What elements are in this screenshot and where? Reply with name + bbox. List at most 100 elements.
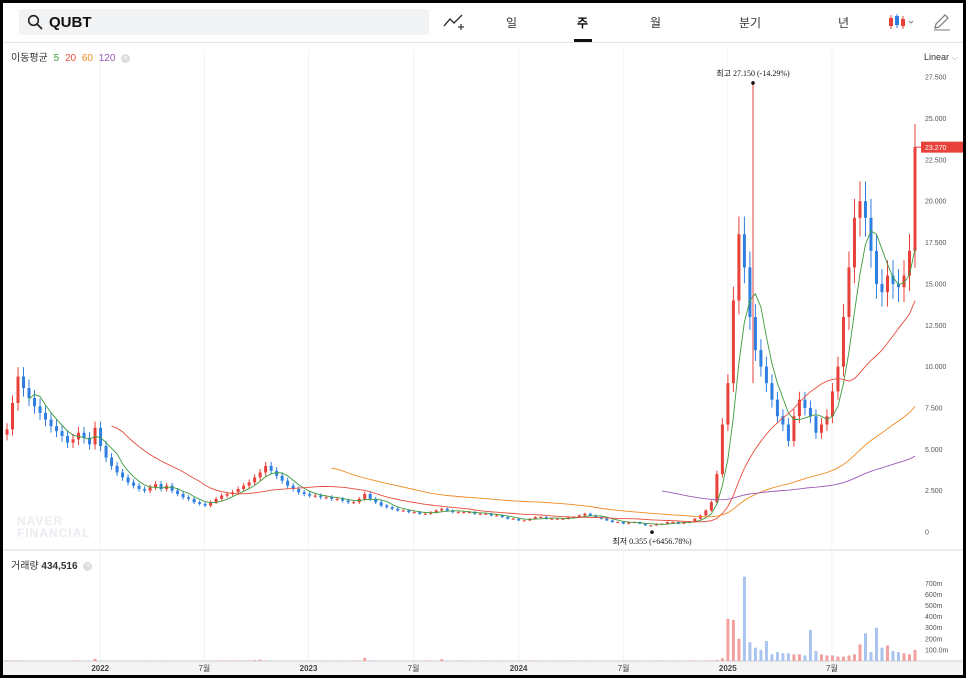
candle-body: [737, 234, 741, 301]
volume-tick-label: 500m: [925, 603, 943, 610]
volume-bar: [737, 638, 741, 661]
volume-bar: [99, 660, 103, 661]
volume-bar: [797, 654, 801, 661]
candle-body: [742, 234, 746, 268]
candle-body: [33, 398, 37, 407]
candle-body: [11, 403, 15, 430]
ma-5-line: [28, 230, 916, 525]
price-tick-label: 2.500: [925, 488, 943, 495]
candle-body: [368, 493, 372, 499]
volume-bar: [748, 642, 752, 661]
candle-body: [192, 498, 196, 503]
candle-body: [588, 513, 592, 516]
candle-body: [363, 493, 367, 499]
candlestick-type-icon[interactable]: [887, 13, 917, 31]
volume-bar: [363, 657, 367, 661]
candle-body: [819, 424, 823, 433]
volume-bar: [847, 655, 851, 661]
ma-label: 이동평균: [11, 53, 48, 64]
tab-yearly[interactable]: 년: [838, 16, 850, 30]
candle-body: [830, 391, 834, 417]
candle-body: [539, 517, 543, 519]
volume-bar: [913, 649, 917, 661]
candle-body: [720, 424, 724, 475]
volume-bar: [786, 653, 790, 661]
volume-bar: [891, 651, 895, 661]
candle-body: [467, 512, 471, 514]
volume-label: 거래량: [11, 561, 39, 572]
close-icon[interactable]: ×: [83, 562, 93, 571]
price-chart[interactable]: 0 2.500 5.000 7.500 10.000 12.500 15.000 17.500…: [3, 3, 963, 675]
candle-body: [203, 503, 207, 506]
volume-bar: [869, 652, 873, 661]
candle-body: [731, 300, 735, 384]
candle-body: [671, 522, 675, 524]
price-tick-label: 10.000: [925, 364, 947, 371]
candle-body: [412, 512, 416, 514]
candle-body: [665, 522, 669, 524]
volume-bar: [770, 654, 774, 661]
candle-body: [220, 495, 224, 499]
volume-tick-label: 100.0m: [925, 647, 949, 654]
volume-bar: [93, 658, 97, 661]
volume-bar: [841, 656, 845, 661]
candle-body: [759, 350, 763, 367]
candle-body: [335, 498, 339, 500]
price-tick-label: 20.000: [925, 199, 947, 206]
candle-body: [770, 383, 774, 400]
candle-body: [154, 484, 158, 488]
candle-body: [445, 508, 449, 511]
candle-body: [38, 406, 42, 413]
current-price-label: 23.270: [925, 145, 947, 152]
tab-monthly[interactable]: 월: [650, 16, 662, 30]
tab-quarterly[interactable]: 분기: [739, 16, 762, 30]
tab-daily[interactable]: 일: [506, 16, 518, 30]
candle-body: [841, 317, 845, 367]
candle-body: [902, 275, 906, 288]
candle-body: [913, 147, 917, 251]
volume-bar: [819, 654, 823, 661]
search-box[interactable]: QUBT: [19, 9, 429, 35]
scale-selector[interactable]: Linear ⌵: [924, 52, 958, 63]
ma-60-line: [331, 406, 916, 518]
chart-window: QUBT 일 주 월 분기 년 0 2.500 5.0: [3, 3, 963, 675]
candle-body: [616, 522, 620, 524]
candle-body: [143, 489, 147, 491]
scale-label: Linear: [924, 52, 950, 62]
candle-body: [16, 376, 20, 404]
candle-body: [209, 502, 213, 506]
volume-bar: [902, 653, 906, 661]
candle-body: [379, 502, 383, 506]
volume-bar: [258, 659, 262, 661]
candle-body: [264, 465, 268, 473]
candle-body: [885, 275, 889, 293]
candle-body: [726, 383, 730, 425]
pencil-icon[interactable]: [931, 13, 953, 31]
candle-body: [269, 465, 273, 471]
candle-body: [506, 517, 510, 519]
search-query[interactable]: QUBT: [49, 13, 92, 31]
tab-weekly[interactable]: 주: [577, 16, 589, 30]
volume-bar: [781, 653, 785, 661]
candle-body: [49, 419, 53, 427]
trend-line-icon[interactable]: [443, 13, 465, 31]
candle-body: [825, 416, 829, 425]
volume-value: 434,516: [41, 561, 78, 572]
candle-body: [115, 465, 119, 473]
date-tick-label: 7월: [826, 663, 838, 673]
candle-body: [781, 416, 785, 425]
candle-body: [605, 518, 609, 521]
candle-body: [385, 505, 389, 508]
candle-body: [511, 518, 515, 520]
candle-body: [522, 520, 526, 522]
candle-body: [533, 517, 537, 519]
candle-body: [291, 485, 295, 490]
candle-body: [137, 485, 141, 490]
candle-body: [649, 525, 653, 527]
volume-legend: 거래량 434,516 ×: [11, 557, 93, 572]
close-icon[interactable]: ×: [121, 54, 131, 63]
candle-body: [896, 283, 900, 288]
volume-bar: [803, 655, 807, 661]
candle-body: [313, 495, 317, 497]
current-price-badge: [921, 141, 963, 153]
